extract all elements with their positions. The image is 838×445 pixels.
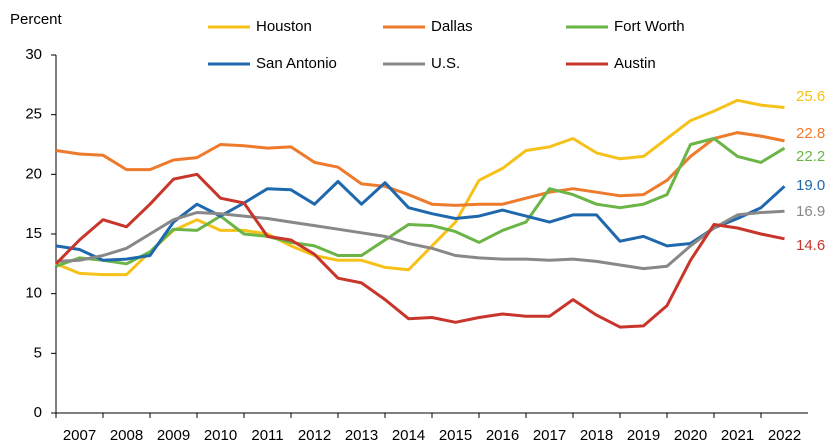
x-tick-label: 2015 (439, 427, 472, 444)
legend-label: Fort Worth (614, 18, 685, 35)
legend-label: Houston (256, 18, 312, 35)
x-tick-label: 2013 (345, 427, 378, 444)
series-line (55, 137, 786, 268)
y-tick-label: 15 (25, 225, 42, 242)
legend-label: San Antonio (256, 55, 337, 72)
end-label: 14.6 (796, 237, 825, 254)
x-tick-label: 2009 (157, 427, 190, 444)
x-tick-label: 2017 (533, 427, 566, 444)
end-label: 22.2 (796, 148, 825, 165)
series-line (55, 180, 786, 262)
series-line (55, 131, 785, 207)
end-label: 22.8 (796, 125, 825, 142)
x-tick-label: 2012 (298, 427, 331, 444)
x-tick-label: 2016 (486, 427, 519, 444)
x-tick-label: 2018 (580, 427, 613, 444)
end-label: 25.6 (796, 88, 825, 105)
x-tick-label: 2011 (251, 427, 283, 444)
x-tick-label: 2021 (721, 427, 754, 444)
series-line (55, 209, 785, 271)
y-tick-label: 0 (34, 404, 42, 421)
x-tick-label: 2008 (110, 427, 143, 444)
x-tick-label: 2010 (204, 427, 237, 444)
y-tick-label: 5 (34, 344, 42, 361)
y-tick-label: 30 (25, 46, 42, 63)
end-label: 16.9 (796, 203, 825, 220)
y-tick-label: 10 (25, 285, 42, 302)
legend-label: Austin (614, 55, 656, 72)
x-tick-label: 2022 (768, 427, 801, 444)
x-tick-label: 2019 (627, 427, 660, 444)
y-tick-label: 25 (25, 106, 42, 123)
x-tick-label: 2020 (674, 427, 707, 444)
x-tick-label: 2014 (392, 427, 425, 444)
y-axis-label: Percent (10, 11, 63, 28)
legend-label: U.S. (431, 55, 460, 72)
legend-label: Dallas (431, 18, 473, 35)
end-label: 19.0 (796, 177, 825, 194)
x-tick-label: 2007 (63, 427, 96, 444)
series-line (54, 172, 785, 329)
y-tick-label: 20 (25, 165, 42, 182)
